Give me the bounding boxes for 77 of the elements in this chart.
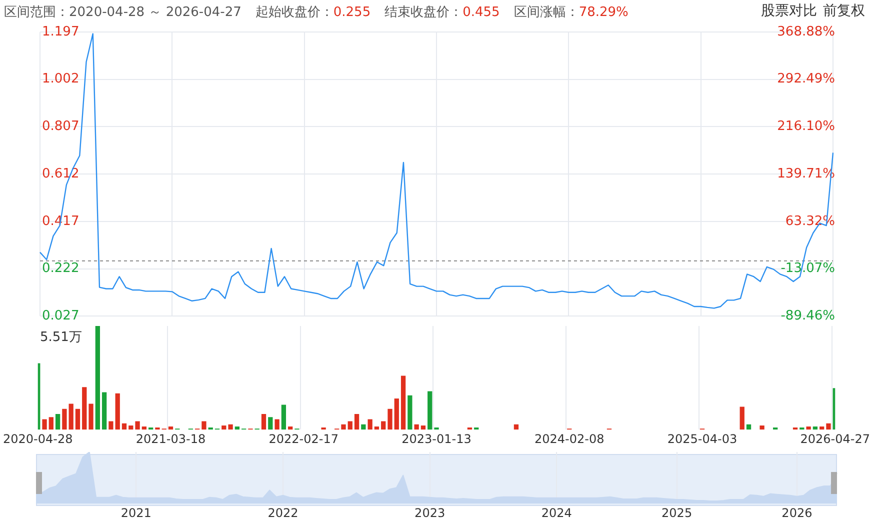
bar bbox=[394, 398, 399, 430]
y2-tick-label: 368.88% bbox=[777, 24, 835, 40]
y2-tick-label: 216.10% bbox=[777, 119, 835, 134]
bar bbox=[135, 421, 140, 430]
bar bbox=[514, 424, 519, 430]
x-tick-label: 2020-04-28 bbox=[2, 432, 73, 446]
bar bbox=[348, 421, 352, 430]
bar bbox=[261, 414, 266, 430]
x-tick-label: 2023 bbox=[414, 506, 446, 520]
bar bbox=[115, 393, 120, 430]
x-tick-label: 2025 bbox=[662, 506, 692, 520]
y-tick-label: 1.002 bbox=[42, 72, 80, 87]
bar bbox=[202, 421, 206, 430]
bar bbox=[48, 417, 54, 430]
bar bbox=[414, 424, 419, 430]
bar bbox=[168, 426, 174, 430]
x-tick-label: 2021-03-18 bbox=[136, 432, 206, 446]
y-tick-label: 0.222 bbox=[42, 261, 80, 276]
bar bbox=[82, 387, 87, 430]
bar bbox=[354, 414, 360, 430]
bar bbox=[368, 419, 372, 430]
bar bbox=[68, 404, 74, 430]
bar bbox=[806, 426, 811, 430]
bar bbox=[388, 408, 392, 430]
bar bbox=[408, 395, 412, 430]
bar bbox=[812, 426, 818, 430]
text: 区间范围：2020-04-28 ～ 2026-04-27 bbox=[4, 5, 242, 20]
y-tick-label: 0.027 bbox=[42, 308, 80, 324]
y-tick-label: 0.807 bbox=[42, 119, 80, 134]
bar bbox=[62, 408, 67, 430]
bar bbox=[420, 425, 426, 430]
y2-tick-label: -89.46% bbox=[780, 308, 835, 324]
bar bbox=[400, 376, 406, 430]
x-tick-label: 2023-01-13 bbox=[402, 432, 472, 446]
x-tick-label: 2026-04-27 bbox=[800, 432, 870, 446]
x-tick-label: 2024 bbox=[541, 506, 572, 520]
bar bbox=[361, 424, 366, 430]
bar bbox=[281, 404, 286, 430]
bar bbox=[95, 326, 100, 430]
x-tick-label: 2026 bbox=[782, 506, 812, 520]
y-tick-label: 1.197 bbox=[42, 24, 80, 40]
bar bbox=[102, 392, 107, 430]
bar bbox=[268, 417, 273, 430]
bar bbox=[55, 414, 60, 430]
bar bbox=[288, 426, 293, 430]
bar bbox=[128, 425, 134, 430]
bar bbox=[108, 421, 114, 430]
x-tick-label: 2022-02-17 bbox=[268, 432, 338, 446]
bar bbox=[428, 391, 432, 430]
bar bbox=[234, 426, 240, 430]
bar bbox=[820, 426, 824, 430]
bar bbox=[222, 425, 226, 430]
bar bbox=[341, 424, 346, 430]
bar bbox=[826, 423, 831, 430]
bar bbox=[42, 419, 47, 430]
bar bbox=[122, 423, 127, 430]
bar bbox=[381, 421, 386, 430]
text: 区间涨幅：78.29% bbox=[514, 5, 628, 20]
y2-tick-label: 292.49% bbox=[777, 72, 835, 87]
bar bbox=[142, 426, 146, 430]
bar bbox=[374, 426, 380, 430]
x-tick-label: 2024-02-08 bbox=[534, 432, 604, 446]
text: 起始收盘价：0.255 bbox=[255, 5, 371, 20]
text: 结束收盘价：0.455 bbox=[384, 5, 500, 20]
bar bbox=[740, 406, 744, 430]
x-tick-label: 2022 bbox=[268, 506, 298, 520]
bar bbox=[746, 424, 752, 430]
x-tick-label: 2025-04-03 bbox=[667, 432, 738, 446]
x-tick-label: 2021 bbox=[120, 506, 152, 520]
bar bbox=[75, 408, 80, 430]
bar bbox=[228, 424, 233, 430]
annotation: 5.51万 bbox=[40, 328, 82, 346]
bar bbox=[760, 425, 764, 430]
bar bbox=[274, 419, 280, 430]
text: 股票对比 bbox=[761, 3, 817, 19]
text: 前复权 bbox=[823, 3, 865, 19]
bar bbox=[88, 404, 94, 430]
